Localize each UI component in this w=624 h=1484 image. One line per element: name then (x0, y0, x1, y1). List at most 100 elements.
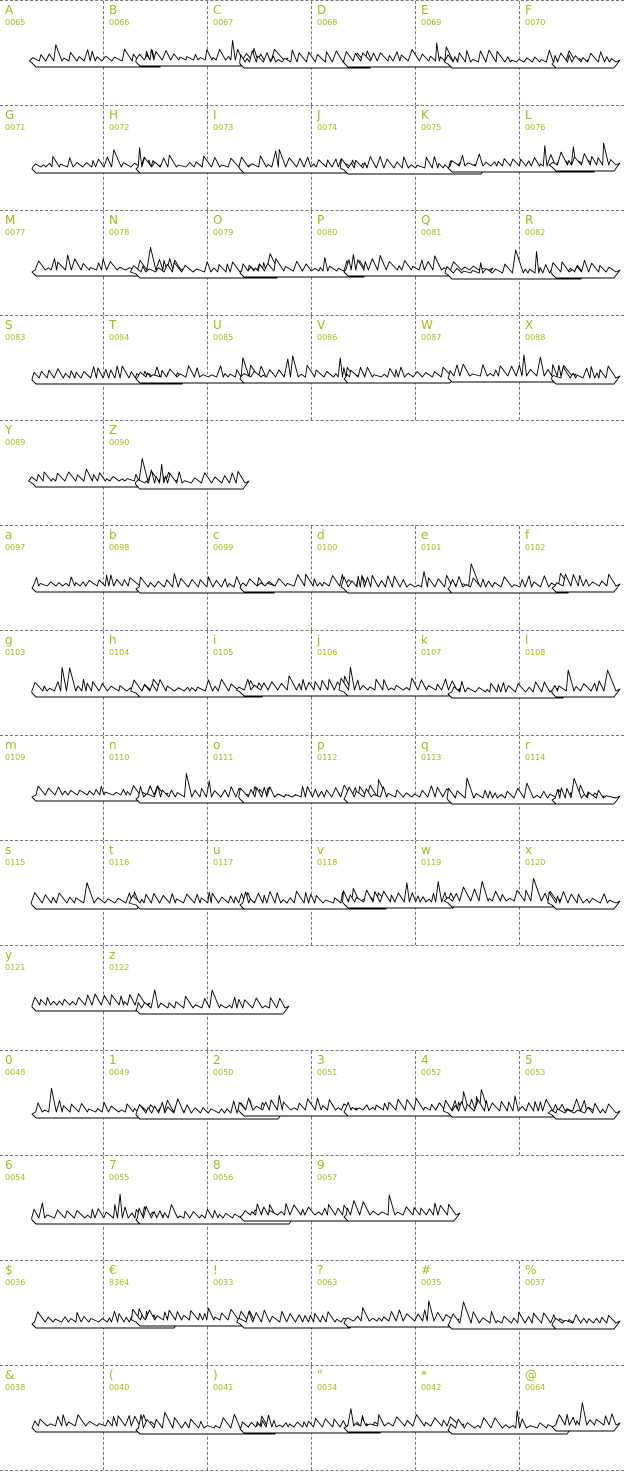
glyph-codepoint: 0072 (109, 123, 130, 132)
glyph-codepoint: 0054 (5, 1173, 26, 1182)
glyph-row: g 0103 h 0104 i 0105 j 0106 k 0107 l 0108 (0, 630, 624, 735)
glyph-row: y 0121 z 0122 (0, 945, 624, 1050)
glyph-codepoint: 0038 (5, 1383, 26, 1392)
glyph-cell: I 0073 (208, 106, 312, 210)
glyph-cell: 8 0056 (208, 1156, 312, 1260)
glyph-cell: O 0079 (208, 211, 312, 315)
glyph-cell: x 0120 (520, 841, 624, 945)
glyph-cell: s 0115 (0, 841, 104, 945)
glyph-cell: m 0109 (0, 736, 104, 840)
glyph-character: x (525, 843, 533, 857)
glyph-codepoint: 0042 (421, 1383, 442, 1392)
glyph-cell: M 0077 (0, 211, 104, 315)
glyph-codepoint: 0100 (317, 543, 338, 552)
glyph-codepoint: 0105 (213, 648, 234, 657)
glyph-character: % (525, 1263, 537, 1277)
glyph-cell: 5 0053 (520, 1051, 624, 1155)
glyph-character: " (317, 1368, 323, 1382)
glyph-character: I (213, 108, 217, 122)
glyph-codepoint: 0037 (525, 1278, 546, 1287)
glyph-cell: c 0099 (208, 526, 312, 630)
glyph-codepoint: 0119 (421, 858, 442, 867)
glyph-cell: q 0113 (416, 736, 520, 840)
glyph-cell: % 0037 (520, 1261, 624, 1365)
glyph-codepoint: 0080 (317, 228, 338, 237)
glyph-cell: t 0116 (104, 841, 208, 945)
glyph-cell: u 0117 (208, 841, 312, 945)
glyph-row: m 0109 n 0110 o 0111 p 0112 q 0113 r 0114 (0, 735, 624, 840)
glyph-character: T (109, 318, 117, 332)
glyph-cell: #0035 (416, 1261, 520, 1365)
glyph-codepoint: 0113 (421, 753, 442, 762)
glyph-character: Z (109, 423, 118, 437)
glyph-codepoint: 0033 (213, 1278, 234, 1287)
glyph-codepoint: 0118 (317, 858, 338, 867)
glyph-character: W (421, 318, 433, 332)
glyph-character: $ (5, 1263, 13, 1277)
glyph-cell: 0 0048 (0, 1051, 104, 1155)
glyph-character: U (213, 318, 222, 332)
glyph-codepoint: 0057 (317, 1173, 338, 1182)
glyph-character: H (109, 108, 119, 122)
glyph-codepoint: 0121 (5, 963, 26, 972)
glyph-cell: W 0087 (416, 316, 520, 420)
glyph-codepoint: 0076 (525, 123, 546, 132)
glyph-cell: v 0118 (312, 841, 416, 945)
glyph-cell: G 0071 (0, 106, 104, 210)
glyph-codepoint: 0064 (525, 1383, 546, 1392)
glyph-codepoint: 0106 (317, 648, 338, 657)
glyph-row: Y 0089 Z 0090 (0, 420, 624, 525)
glyph-character: ! (213, 1263, 218, 1277)
glyph-codepoint: 0048 (5, 1068, 26, 1077)
glyph-character: c (213, 528, 220, 542)
glyph-cell: F 0070 (520, 1, 624, 105)
glyph-cell: P 0080 (312, 211, 416, 315)
glyph-codepoint: 0086 (317, 333, 338, 342)
glyph-cell: A 0065 (0, 1, 104, 105)
glyph-cell: 2 0050 (208, 1051, 312, 1155)
glyph-codepoint: 8364 (109, 1278, 130, 1287)
glyph-character: A (5, 3, 14, 17)
glyph-character: V (317, 318, 326, 332)
glyph-character: i (213, 633, 217, 647)
glyph-character: J (317, 108, 321, 122)
glyph-cell: r 0114 (520, 736, 624, 840)
glyph-character: M (5, 213, 16, 227)
glyph-codepoint: 0111 (213, 753, 234, 762)
glyph-character: e (421, 528, 429, 542)
glyph-cell: €8364 (104, 1261, 208, 1365)
glyph-character: 9 (317, 1158, 325, 1172)
glyph-character: O (213, 213, 223, 227)
glyph-cell: 4 0052 (416, 1051, 520, 1155)
glyph-row: A 0065 B 0066 C 0067 D 0068 E 0069 F 0070 (0, 0, 624, 105)
glyph-cell: w 0119 (416, 841, 520, 945)
glyph-character: f (525, 528, 530, 542)
glyph-character: ) (213, 1368, 218, 1382)
glyph-cell: y 0121 (0, 946, 104, 1050)
glyph-character: d (317, 528, 325, 542)
glyph-cell: 7 0055 (104, 1156, 208, 1260)
glyph-codepoint: 0055 (109, 1173, 130, 1182)
glyph-character: 7 (109, 1158, 117, 1172)
glyph-row: 0 0048 1 0049 2 0050 3 0051 4 0052 5 0053 (0, 1050, 624, 1155)
glyph-cell: H 0072 (104, 106, 208, 210)
glyph-row: s 0115 t 0116 u 0117 v 0118 w 0119 x 0120 (0, 840, 624, 945)
glyph-cell: z 0122 (104, 946, 208, 1050)
glyph-codepoint: 0122 (109, 963, 130, 972)
glyph-codepoint: 0115 (5, 858, 26, 867)
glyph-character: 5 (525, 1053, 533, 1067)
glyph-codepoint: 0120 (525, 858, 546, 867)
glyph-cell: 6 0054 (0, 1156, 104, 1260)
glyph-character: B (109, 3, 118, 17)
glyph-cell: $0036 (0, 1261, 104, 1365)
glyph-codepoint: 0085 (213, 333, 234, 342)
glyph-character: z (109, 948, 116, 962)
glyph-codepoint: 0098 (109, 543, 130, 552)
glyph-codepoint: 0107 (421, 648, 442, 657)
glyph-codepoint: 0112 (317, 753, 338, 762)
glyph-codepoint: 0069 (421, 18, 442, 27)
glyph-row: $0036 €8364! 0033? 0063 #0035% 0037 (0, 1260, 624, 1365)
glyph-codepoint: 0073 (213, 123, 234, 132)
glyph-cell: 1 0049 (104, 1051, 208, 1155)
glyph-cell: V 0086 (312, 316, 416, 420)
